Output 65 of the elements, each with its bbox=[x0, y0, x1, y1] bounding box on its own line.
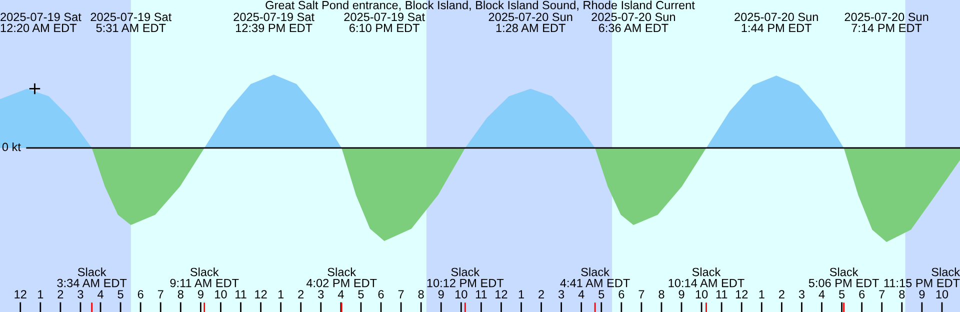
x-tick-label: 12 bbox=[14, 290, 26, 298]
x-tick-label: 8 bbox=[178, 290, 184, 298]
x-tick-label: 10 bbox=[936, 290, 948, 298]
text: 2025-07-19 Sat 12:20 AM EDT bbox=[0, 12, 82, 32]
x-tick-label: 6 bbox=[378, 290, 384, 298]
text: 2025-07-20 Sun 7:14 PM EDT bbox=[844, 12, 928, 32]
x-tick-label: 8 bbox=[418, 290, 424, 298]
ref-line-label: 0 kt bbox=[2, 142, 21, 152]
x-tick-label: 3 bbox=[798, 290, 804, 298]
x-tick-label: 7 bbox=[398, 290, 404, 298]
text: Slack 4:41 AM EDT bbox=[560, 268, 630, 288]
text: Slack 10:14 AM EDT bbox=[668, 268, 744, 288]
text: Slack 10:12 PM EDT bbox=[427, 268, 504, 288]
x-tick-label: 9 bbox=[198, 290, 204, 298]
text: 2025-07-19 Sat 6:10 PM EDT bbox=[344, 12, 425, 32]
x-tick-label: 10 bbox=[215, 290, 227, 298]
x-tick-label: 10 bbox=[696, 290, 708, 298]
x-tick-label: 9 bbox=[678, 290, 684, 298]
x-tick-label: 5 bbox=[118, 290, 124, 298]
x-tick-label: 7 bbox=[638, 290, 644, 298]
x-tick-label: 6 bbox=[618, 290, 624, 298]
x-tick-label: 8 bbox=[658, 290, 664, 298]
x-tick-label: 3 bbox=[78, 290, 84, 298]
x-tick-label: 3 bbox=[318, 290, 324, 298]
text: Slack 9:11 AM EDT bbox=[170, 268, 239, 288]
x-tick-label: 4 bbox=[578, 290, 584, 298]
text: 2025-07-19 Sat 5:31 AM EDT bbox=[90, 12, 172, 32]
x-tick-label: 2 bbox=[779, 290, 784, 298]
text: Slack 4:02 PM EDT bbox=[306, 268, 377, 288]
chart-title: Great Salt Pond entrance, Block Island, Block Island Sound, Rhode Island Current bbox=[266, 0, 695, 11]
x-tick-label: 11 bbox=[236, 290, 246, 298]
x-tick-label: 12 bbox=[255, 290, 267, 298]
x-tick-label: 1 bbox=[759, 290, 764, 298]
text: 2025-07-20 Sun 6:36 AM EDT bbox=[592, 12, 676, 32]
x-tick-label: 11 bbox=[476, 290, 487, 298]
x-tick-label: 1 bbox=[518, 290, 524, 298]
x-tick-label: 7 bbox=[158, 290, 164, 298]
x-tick-label: 6 bbox=[138, 290, 144, 298]
x-tick-label: 5 bbox=[598, 290, 604, 298]
x-tick-label: 4 bbox=[818, 290, 825, 298]
text: Slack 3:34 AM EDT bbox=[57, 268, 127, 288]
text: Slack 11:15 PM EDT bbox=[884, 268, 960, 288]
x-tick-label: 4 bbox=[338, 290, 344, 298]
text: 2025-07-19 Sat 12:39 PM EDT bbox=[234, 12, 314, 32]
x-tick-label: 2 bbox=[58, 290, 64, 298]
x-tick-label: 2 bbox=[298, 290, 304, 298]
x-tick-label: 12 bbox=[496, 290, 508, 298]
x-tick-label: 8 bbox=[899, 290, 905, 298]
x-tick-label: 5 bbox=[358, 290, 364, 298]
text: Slack 5:06 PM EDT bbox=[808, 268, 879, 288]
x-tick-label: 4 bbox=[97, 290, 104, 298]
x-tick-label: 10 bbox=[455, 290, 468, 298]
x-tick-label: 2 bbox=[538, 290, 544, 298]
text: 2025-07-20 Sun 1:28 AM EDT bbox=[488, 12, 572, 32]
x-tick-label: 6 bbox=[859, 290, 865, 298]
x-tick-label: 5 bbox=[838, 290, 845, 298]
x-tick-label: 12 bbox=[736, 290, 748, 298]
x-tick-label: 1 bbox=[38, 290, 44, 298]
x-tick-label: 9 bbox=[438, 290, 444, 298]
x-tick-label: 3 bbox=[558, 290, 564, 298]
x-tick-label: 9 bbox=[919, 290, 925, 298]
text: 2025-07-20 Sun 1:44 PM EDT bbox=[734, 12, 818, 32]
x-tick-label: 7 bbox=[879, 290, 885, 298]
x-tick-label: 11 bbox=[716, 290, 728, 298]
x-tick-label: 1 bbox=[278, 290, 284, 298]
